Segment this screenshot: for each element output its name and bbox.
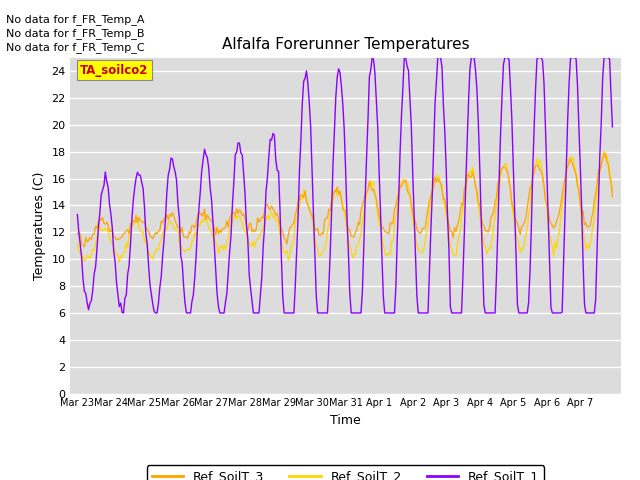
Ref_SoilT_3: [93, 225, 100, 231]
Ref_SoilT_3: [536, 168, 543, 173]
Ref_SoilT_1: [120, 310, 127, 316]
Ref_SoilT_2: [92, 241, 99, 247]
Text: No data for f_FR_Temp_B: No data for f_FR_Temp_B: [6, 28, 145, 39]
Ref_SoilT_1: [607, 92, 615, 98]
Text: No data for f_FR_Temp_A: No data for f_FR_Temp_A: [6, 13, 145, 24]
Ref_SoilT_1: [368, 55, 376, 60]
Legend: Ref_SoilT_3, Ref_SoilT_2, Ref_SoilT_1: Ref_SoilT_3, Ref_SoilT_2, Ref_SoilT_1: [147, 465, 545, 480]
Ref_SoilT_1: [609, 124, 616, 130]
Ref_SoilT_1: [74, 212, 81, 217]
Ref_SoilT_2: [609, 188, 616, 194]
Ref_SoilT_3: [607, 180, 615, 186]
Y-axis label: Temperatures (C): Temperatures (C): [33, 171, 45, 280]
Ref_SoilT_1: [92, 264, 99, 270]
Ref_SoilT_2: [456, 229, 464, 235]
Ref_SoilT_3: [609, 194, 616, 200]
Ref_SoilT_3: [456, 210, 464, 216]
Ref_SoilT_2: [115, 259, 123, 265]
Ref_SoilT_2: [74, 240, 81, 246]
Ref_SoilT_1: [108, 225, 116, 231]
Ref_SoilT_1: [538, 55, 545, 60]
Ref_SoilT_3: [110, 234, 118, 240]
Text: TA_soilco2: TA_soilco2: [80, 64, 148, 77]
Ref_SoilT_2: [350, 252, 358, 257]
Ref_SoilT_3: [81, 244, 88, 250]
Line: Ref_SoilT_1: Ref_SoilT_1: [77, 58, 612, 313]
Ref_SoilT_3: [74, 231, 81, 237]
Ref_SoilT_3: [350, 234, 358, 240]
Ref_SoilT_2: [108, 240, 116, 246]
Line: Ref_SoilT_2: Ref_SoilT_2: [77, 152, 612, 262]
Text: No data for f_FR_Temp_C: No data for f_FR_Temp_C: [6, 42, 145, 53]
Ref_SoilT_1: [458, 310, 465, 316]
Title: Alfalfa Forerunner Temperatures: Alfalfa Forerunner Temperatures: [222, 37, 469, 52]
Ref_SoilT_2: [536, 157, 543, 163]
Ref_SoilT_2: [600, 149, 608, 155]
Ref_SoilT_3: [602, 150, 609, 156]
Line: Ref_SoilT_3: Ref_SoilT_3: [77, 153, 612, 247]
X-axis label: Time: Time: [330, 414, 361, 427]
Ref_SoilT_1: [350, 310, 358, 316]
Ref_SoilT_2: [607, 180, 615, 185]
